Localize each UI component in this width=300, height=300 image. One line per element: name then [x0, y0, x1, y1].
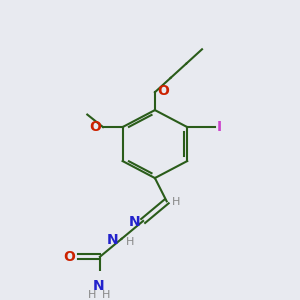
- Text: O: O: [64, 250, 75, 264]
- Text: H: H: [172, 197, 180, 207]
- Text: N: N: [93, 279, 105, 293]
- Text: N: N: [107, 233, 118, 247]
- Text: I: I: [217, 120, 222, 134]
- Text: H: H: [125, 237, 134, 248]
- Text: O: O: [89, 120, 101, 134]
- Text: H: H: [102, 290, 110, 300]
- Text: H: H: [88, 290, 96, 300]
- Text: O: O: [157, 84, 169, 98]
- Text: N: N: [129, 215, 140, 229]
